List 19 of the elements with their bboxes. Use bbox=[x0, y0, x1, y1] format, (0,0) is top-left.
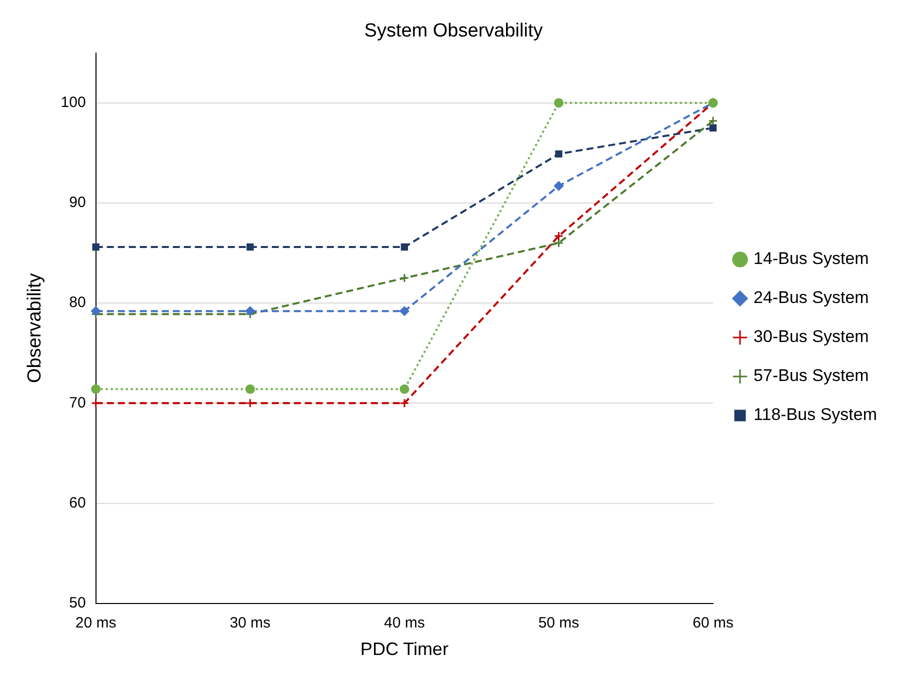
y-tick-label: 50 bbox=[69, 594, 86, 612]
y-tick-label: 90 bbox=[69, 194, 86, 212]
y-tick-label: 60 bbox=[69, 494, 86, 512]
x-tick-label: 30 ms bbox=[230, 614, 271, 632]
chart-title: System Observability bbox=[364, 20, 544, 42]
y-tick-label: 70 bbox=[69, 394, 86, 412]
x-tick-label: 20 ms bbox=[75, 614, 116, 632]
x-axis-title: PDC Timer bbox=[360, 639, 448, 660]
legend-label: 14-Bus System bbox=[754, 249, 869, 268]
x-tick-label: 60 ms bbox=[692, 614, 734, 632]
y-tick-label: 80 bbox=[69, 294, 86, 312]
legend-label: 118-Bus System bbox=[754, 405, 878, 424]
legend-label: 30-Bus System bbox=[754, 327, 869, 346]
x-tick-label: 50 ms bbox=[538, 614, 580, 632]
legend-label: 24-Bus System bbox=[754, 288, 869, 308]
y-tick-label: 100 bbox=[60, 94, 86, 111]
legend-label: 57-Bus System bbox=[754, 366, 869, 386]
x-tick-label: 40 ms bbox=[384, 614, 425, 632]
y-axis-title: Observability bbox=[24, 272, 46, 384]
